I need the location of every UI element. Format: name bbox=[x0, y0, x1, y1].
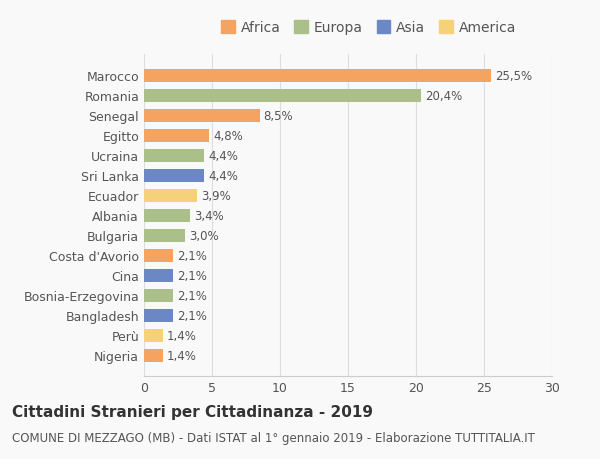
Text: 3,0%: 3,0% bbox=[189, 229, 218, 242]
Text: 25,5%: 25,5% bbox=[495, 70, 532, 83]
Text: 2,1%: 2,1% bbox=[176, 249, 206, 262]
Text: 20,4%: 20,4% bbox=[425, 90, 463, 103]
Bar bbox=[144, 70, 491, 83]
Bar bbox=[144, 169, 204, 182]
Text: 8,5%: 8,5% bbox=[263, 110, 293, 123]
Text: 4,8%: 4,8% bbox=[214, 129, 243, 142]
Text: 2,1%: 2,1% bbox=[176, 309, 206, 322]
Bar bbox=[144, 269, 173, 282]
Bar bbox=[144, 309, 173, 322]
Legend: Africa, Europa, Asia, America: Africa, Europa, Asia, America bbox=[217, 17, 520, 39]
Text: 2,1%: 2,1% bbox=[176, 289, 206, 302]
Text: COMUNE DI MEZZAGO (MB) - Dati ISTAT al 1° gennaio 2019 - Elaborazione TUTTITALIA: COMUNE DI MEZZAGO (MB) - Dati ISTAT al 1… bbox=[12, 431, 535, 444]
Bar bbox=[144, 110, 260, 123]
Bar bbox=[144, 150, 204, 162]
Text: 4,4%: 4,4% bbox=[208, 169, 238, 182]
Bar bbox=[144, 209, 190, 222]
Text: 3,4%: 3,4% bbox=[194, 209, 224, 222]
Text: 1,4%: 1,4% bbox=[167, 349, 197, 362]
Bar bbox=[144, 289, 173, 302]
Bar bbox=[144, 229, 185, 242]
Text: 2,1%: 2,1% bbox=[176, 269, 206, 282]
Bar bbox=[144, 189, 197, 202]
Bar bbox=[144, 329, 163, 342]
Text: 3,9%: 3,9% bbox=[201, 189, 231, 202]
Bar bbox=[144, 129, 209, 142]
Text: Cittadini Stranieri per Cittadinanza - 2019: Cittadini Stranieri per Cittadinanza - 2… bbox=[12, 404, 373, 419]
Bar bbox=[144, 90, 421, 102]
Text: 1,4%: 1,4% bbox=[167, 329, 197, 342]
Bar bbox=[144, 349, 163, 362]
Text: 4,4%: 4,4% bbox=[208, 150, 238, 162]
Bar bbox=[144, 249, 173, 262]
